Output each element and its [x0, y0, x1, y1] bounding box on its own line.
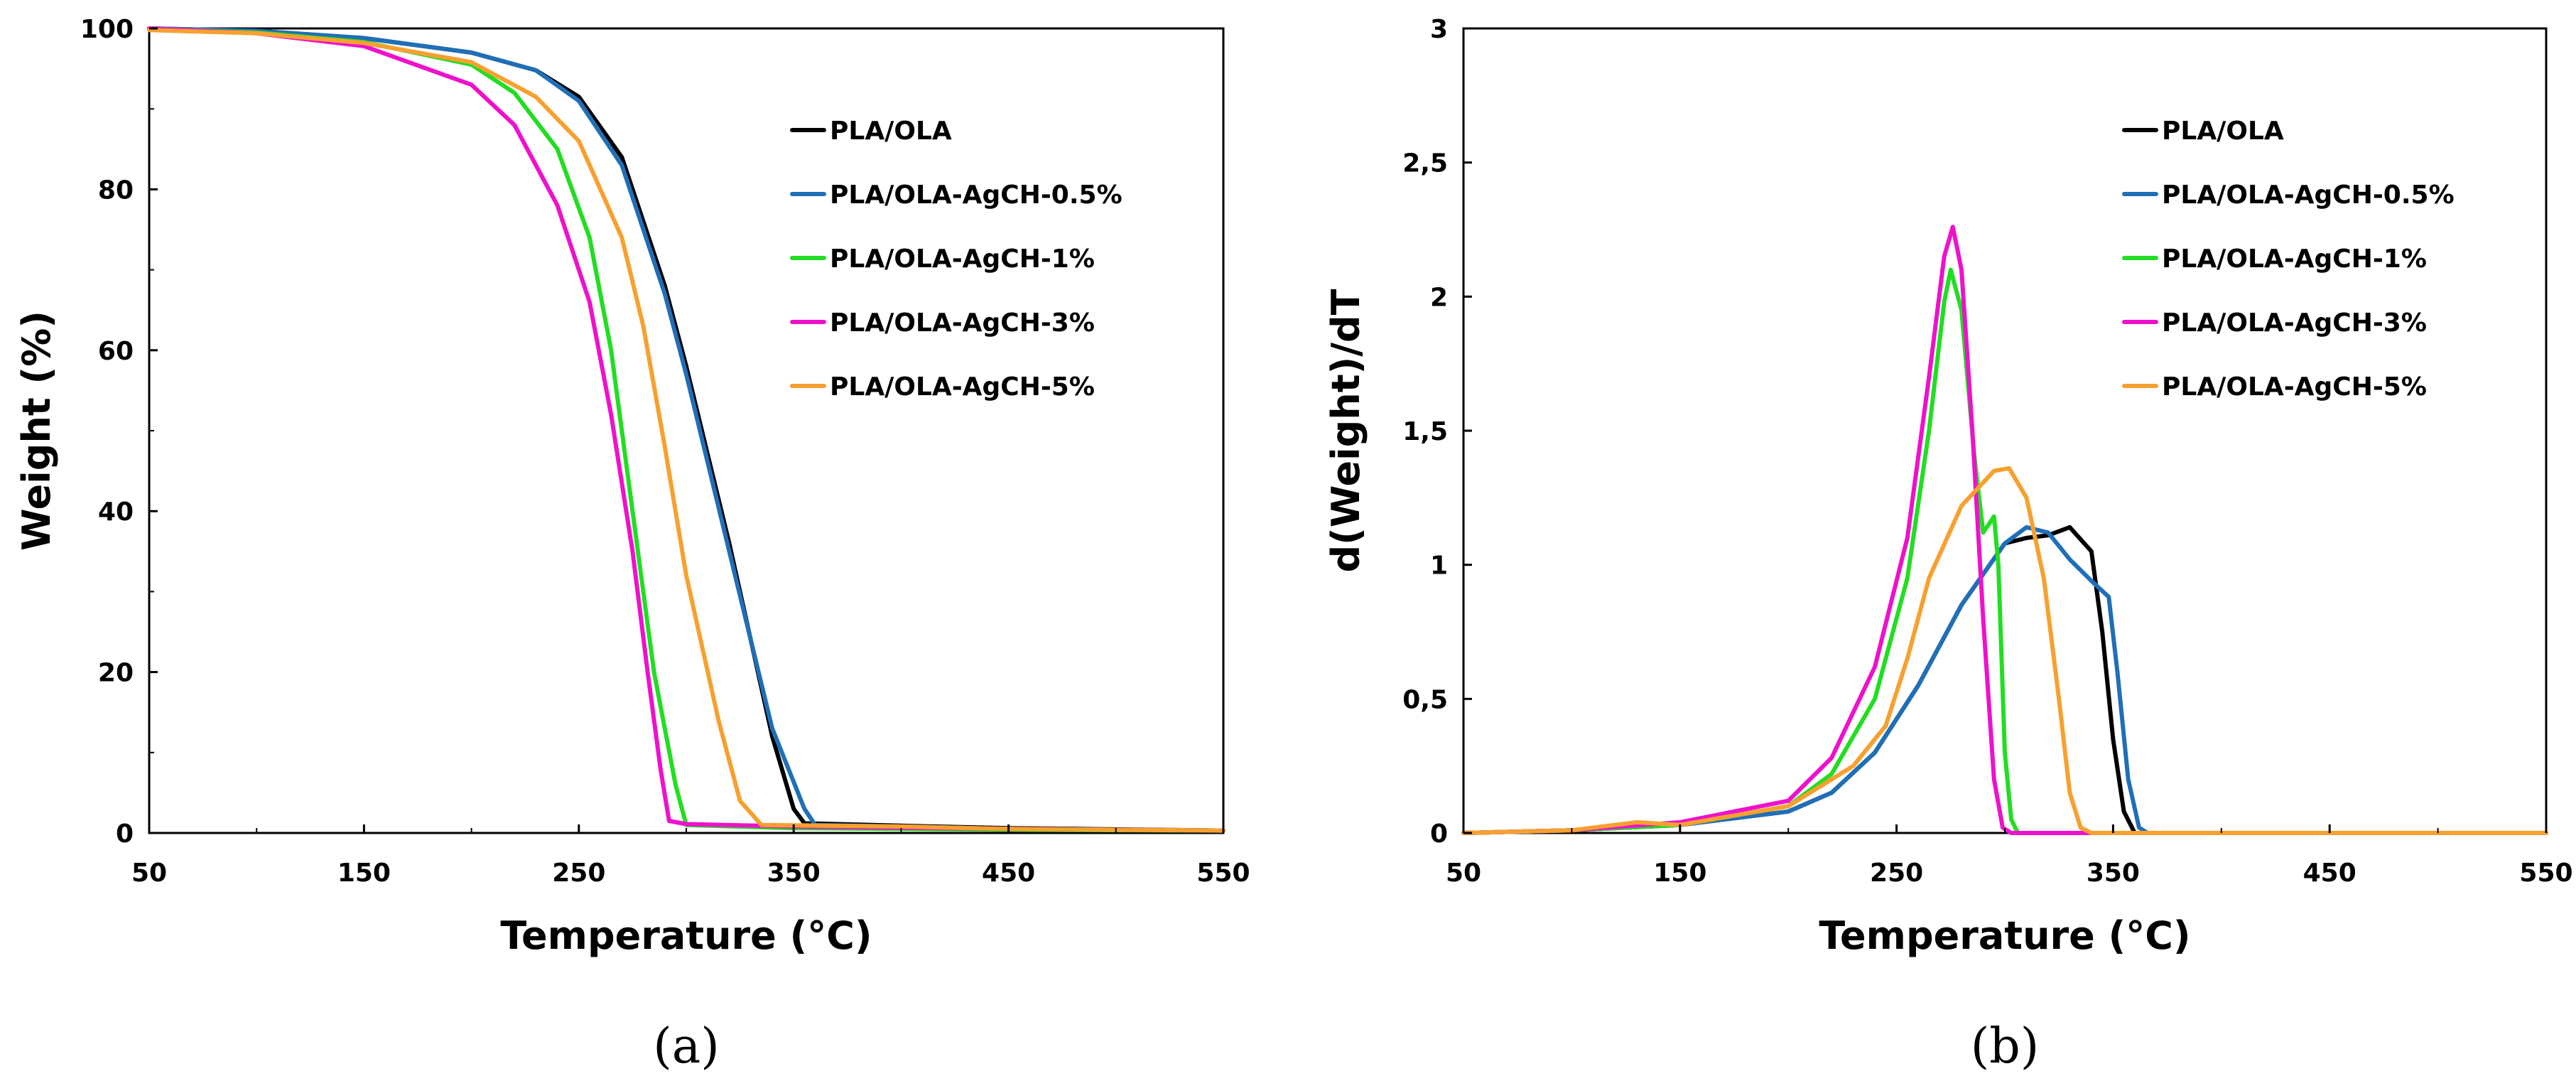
y-tick-label-a-3: 60 [98, 337, 134, 366]
y-tick-label-a-2: 40 [98, 498, 134, 527]
y-tick-label-b-2: 1 [1430, 552, 1448, 581]
y-axis-ticks-a: 0 20 40 60 80 100 [80, 15, 158, 849]
panel-label-a: (a) [653, 1018, 720, 1075]
y-tick-label-b-4: 2 [1430, 283, 1448, 312]
y-tick-label-b-3: 1,5 [1402, 417, 1448, 446]
plot-area-a [148, 27, 1225, 834]
x-tick-label-b-5: 550 [2519, 859, 2572, 888]
y-axis-title-b: d(Weight)/dT [1324, 289, 1368, 572]
x-axis-title-b: Temperature (°C) [1819, 913, 2190, 958]
y-axis-title-a: Weight (%) [14, 311, 59, 551]
legend-label-a-4: PLA/OLA-AgCH-5% [830, 372, 1095, 402]
x-tick-label-b-0: 50 [1446, 859, 1481, 888]
chart-panel-a: 50 150 250 350 450 550 0 20 40 60 80 100 Temperatu… [14, 15, 1250, 1075]
series-line-b-1 [1461, 525, 2548, 835]
legend-label-a-3: PLA/OLA-AgCH-3% [830, 308, 1095, 338]
chart-panel-b: 50 150 250 350 450 550 0 0,5 1 1,5 2 2,5 3 Temperat… [1324, 15, 2573, 1075]
series-lines-a [147, 26, 1225, 833]
series-line-b-3 [1461, 225, 2548, 835]
legend-label-b-3: PLA/OLA-AgCH-3% [2162, 308, 2427, 338]
y-tick-label-a-5: 100 [80, 15, 134, 44]
series-line-a-4 [147, 28, 1225, 833]
legend-label-b-4: PLA/OLA-AgCH-5% [2162, 372, 2427, 402]
legend-b: PLA/OLA PLA/OLA-AgCH-0.5% PLA/OLA-AgCH-1% P… [2122, 117, 2455, 402]
y-tick-label-b-5: 2,5 [1402, 149, 1448, 178]
x-tick-label-b-3: 350 [2087, 859, 2140, 888]
x-tick-label-a-2: 250 [552, 859, 605, 888]
legend-a: PLA/OLA PLA/OLA-AgCH-0.5% PLA/OLA-AgCH-1% P… [790, 117, 1122, 402]
y-tick-label-b-0: 0 [1430, 819, 1448, 849]
panel-label-b: (b) [1971, 1018, 2040, 1075]
x-tick-label-a-5: 550 [1196, 859, 1250, 888]
y-tick-label-a-4: 80 [98, 176, 134, 205]
x-tick-label-a-4: 450 [982, 859, 1035, 888]
legend-label-b-1: PLA/OLA-AgCH-0.5% [2162, 181, 2455, 210]
x-axis-ticks-a: 50 150 250 350 450 550 [131, 824, 1250, 888]
x-tick-label-b-1: 150 [1653, 859, 1706, 888]
series-line-a-3 [147, 26, 1225, 833]
legend-label-a-2: PLA/OLA-AgCH-1% [830, 244, 1095, 274]
y-tick-label-a-0: 0 [116, 819, 134, 849]
legend-label-b-2: PLA/OLA-AgCH-1% [2162, 244, 2427, 274]
series-lines-b [1461, 225, 2548, 835]
x-axis-ticks-b: 50 150 250 350 450 550 [1446, 824, 2573, 888]
x-tick-label-a-0: 50 [131, 859, 167, 888]
x-tick-label-b-2: 250 [1870, 859, 1923, 888]
y-tick-label-b-6: 3 [1430, 15, 1448, 44]
x-tick-label-a-3: 350 [767, 859, 821, 888]
x-tick-label-b-4: 450 [2303, 859, 2356, 888]
legend-label-b-0: PLA/OLA [2162, 117, 2284, 146]
y-tick-label-a-1: 20 [98, 659, 134, 688]
x-axis-title-a: Temperature (°C) [500, 913, 872, 958]
legend-label-a-1: PLA/OLA-AgCH-0.5% [830, 181, 1122, 210]
y-axis-ticks-b: 0 0,5 1 1,5 2 2,5 3 [1402, 15, 1472, 849]
legend-label-a-0: PLA/OLA [830, 117, 952, 146]
x-tick-label-a-1: 150 [337, 859, 391, 888]
y-tick-label-b-1: 0,5 [1402, 685, 1448, 714]
